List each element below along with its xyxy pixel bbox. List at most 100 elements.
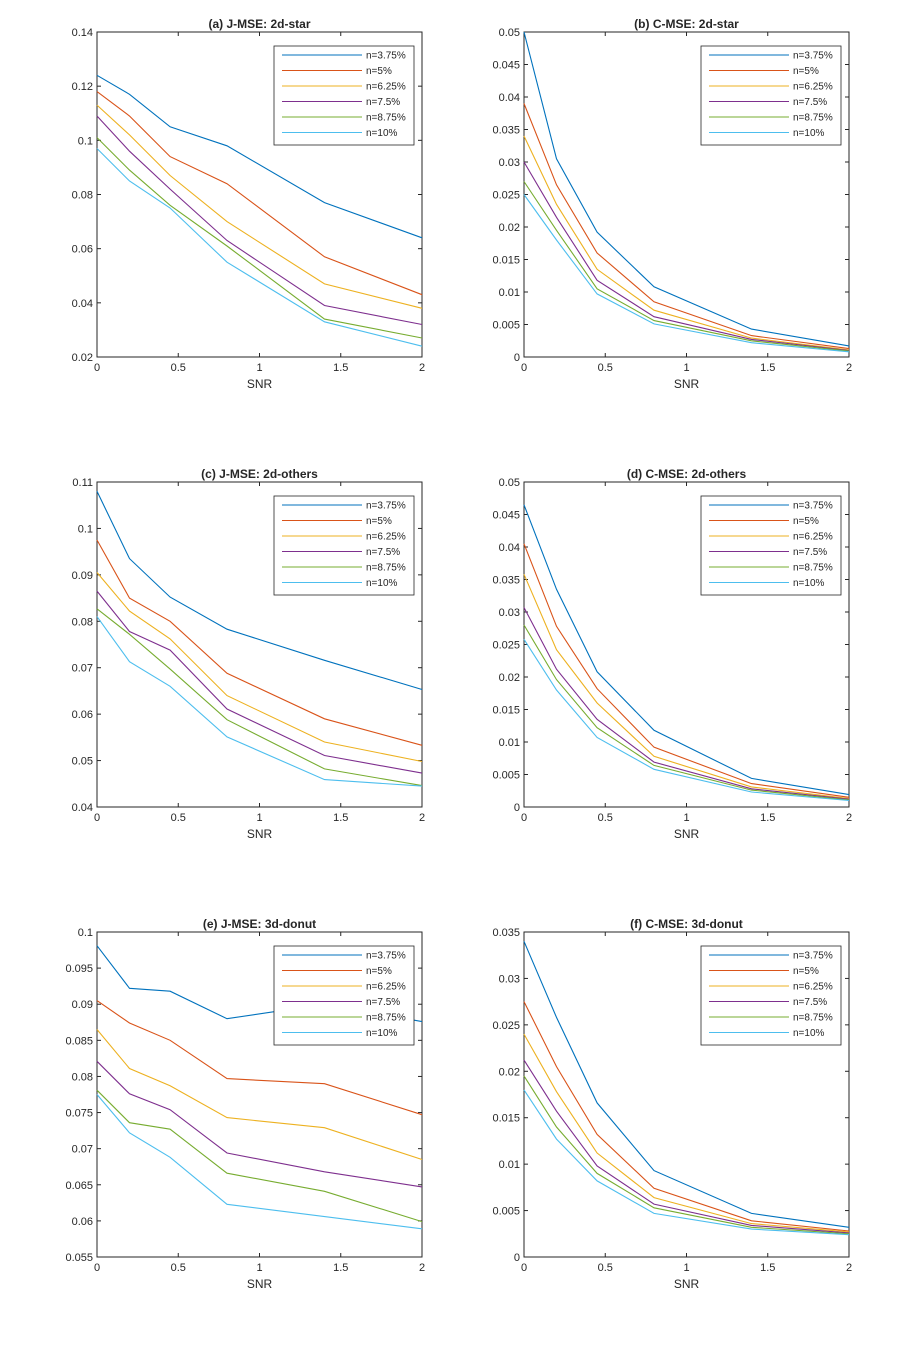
y-tick-label: 0.02 <box>499 672 520 684</box>
series-line-3 <box>523 574 850 800</box>
y-tick-label: 0.1 <box>78 135 93 147</box>
x-tick-label: 0.5 <box>598 362 613 374</box>
series-line-6 <box>96 1094 423 1230</box>
y-tick-label: 0.03 <box>499 973 520 985</box>
legend-box <box>273 495 415 596</box>
x-tick-label: 0.5 <box>171 1262 186 1274</box>
legend-box <box>700 45 842 146</box>
y-tick-label: 0.06 <box>72 1216 93 1228</box>
legend-label: n=6.25% <box>366 532 406 543</box>
y-tick-label: 0.055 <box>65 1252 93 1264</box>
y-tick-label: 0.05 <box>499 477 520 489</box>
legend-label: n=8.75% <box>366 113 406 124</box>
legend-label: n=5% <box>366 516 392 527</box>
y-tick-label: 0 <box>514 802 520 814</box>
y-tick-label: 0.08 <box>72 1071 93 1083</box>
y-tick-label: 0.005 <box>492 320 520 332</box>
y-tick-label: 0 <box>514 1252 520 1264</box>
series-line-3 <box>96 572 423 763</box>
x-tick-label: 1.5 <box>333 1262 348 1274</box>
chart-title: (b) C-MSE: 2d-star <box>634 17 739 31</box>
legend-label: n=8.75% <box>366 563 406 574</box>
y-tick-label: 0.025 <box>492 1020 520 1032</box>
y-tick-label: 0.035 <box>492 125 520 137</box>
y-tick-label: 0 <box>514 352 520 364</box>
y-tick-label: 0.05 <box>499 27 520 39</box>
y-tick-label: 0.045 <box>492 510 520 522</box>
series-line-4 <box>523 607 850 800</box>
y-tick-label: 0.02 <box>499 1066 520 1078</box>
legend-label: n=10% <box>366 578 398 589</box>
x-tick-label: 1 <box>683 362 689 374</box>
y-tick-label: 0.005 <box>492 1206 520 1218</box>
y-tick-label: 0.05 <box>72 756 93 768</box>
chart-title: (d) C-MSE: 2d-others <box>627 467 747 481</box>
chart-title: (f) C-MSE: 3d-donut <box>630 917 743 931</box>
series-line-6 <box>96 616 423 787</box>
y-tick-label: 0.005 <box>492 770 520 782</box>
series-line-3 <box>96 104 423 309</box>
x-axis-label: SNR <box>247 827 273 841</box>
x-axis-label: SNR <box>247 377 273 391</box>
series-line-5 <box>523 181 850 352</box>
series-line-1 <box>96 74 423 239</box>
chart-title: (e) J-MSE: 3d-donut <box>203 917 316 931</box>
x-tick-label: 1.5 <box>760 1262 775 1274</box>
legend-label: n=8.75% <box>793 563 833 574</box>
series-line-5 <box>96 137 423 339</box>
series-line-5 <box>96 608 423 787</box>
x-tick-label: 1 <box>256 812 262 824</box>
legend-label: n=10% <box>793 128 825 139</box>
y-tick-label: 0.085 <box>65 1035 93 1047</box>
y-tick-label: 0.04 <box>499 542 520 554</box>
legend-label: n=5% <box>793 66 819 77</box>
y-tick-label: 0.06 <box>72 709 93 721</box>
x-tick-label: 1 <box>683 1262 689 1274</box>
chart-title: (a) J-MSE: 2d-star <box>208 17 310 31</box>
legend-label: n=8.75% <box>793 113 833 124</box>
legend-label: n=3.75% <box>793 951 833 962</box>
legend-label: n=7.5% <box>793 997 827 1008</box>
legend-label: n=10% <box>793 578 825 589</box>
series-line-2 <box>96 539 423 746</box>
y-tick-label: 0.04 <box>499 92 520 104</box>
series-line-5 <box>523 624 850 801</box>
legend: n=3.75% n=5% n=6.25% n=7.5% n=8.75% n=10% <box>273 945 415 1046</box>
x-tick-label: 1.5 <box>333 812 348 824</box>
legend-label: n=3.75% <box>366 951 406 962</box>
series-line-1 <box>523 941 850 1228</box>
x-axis-label: SNR <box>674 827 700 841</box>
series-line-3 <box>523 1033 850 1233</box>
legend-label: n=6.25% <box>793 82 833 93</box>
legend-box <box>700 945 842 1046</box>
x-tick-label: 0.5 <box>171 362 186 374</box>
x-tick-label: 0 <box>521 362 527 374</box>
series-line-1 <box>96 491 423 691</box>
legend-label: n=5% <box>366 966 392 977</box>
x-tick-label: 0 <box>521 1262 527 1274</box>
series-line-3 <box>523 135 850 351</box>
series-line-6 <box>523 1089 850 1236</box>
y-tick-label: 0.11 <box>72 477 93 489</box>
legend: n=3.75% n=5% n=6.25% n=7.5% n=8.75% n=10% <box>700 945 842 1046</box>
x-tick-label: 0 <box>94 1262 100 1274</box>
series-line-2 <box>523 103 850 350</box>
legend: n=3.75% n=5% n=6.25% n=7.5% n=8.75% n=10% <box>700 45 842 146</box>
legend-label: n=10% <box>366 128 398 139</box>
x-tick-label: 1 <box>256 362 262 374</box>
legend: n=3.75% n=5% n=6.25% n=7.5% n=8.75% n=10% <box>273 495 415 596</box>
legend-box <box>273 45 415 146</box>
legend: n=3.75% n=5% n=6.25% n=7.5% n=8.75% n=10% <box>273 45 415 146</box>
series-line-4 <box>96 590 423 774</box>
y-tick-label: 0.09 <box>72 999 93 1011</box>
chart-6: (f) C-MSE: 3d-donut 0 0.5 1 1.5 2 0 0.005 0.01 0.… <box>492 917 852 1291</box>
legend-label: n=3.75% <box>793 51 833 62</box>
y-tick-label: 0.01 <box>499 1159 520 1171</box>
series-line-2 <box>523 543 850 798</box>
y-tick-label: 0.1 <box>78 523 93 535</box>
x-tick-label: 1 <box>256 1262 262 1274</box>
x-tick-label: 0.5 <box>171 812 186 824</box>
y-tick-label: 0.095 <box>65 963 93 975</box>
x-tick-label: 0 <box>521 812 527 824</box>
y-tick-label: 0.02 <box>499 222 520 234</box>
